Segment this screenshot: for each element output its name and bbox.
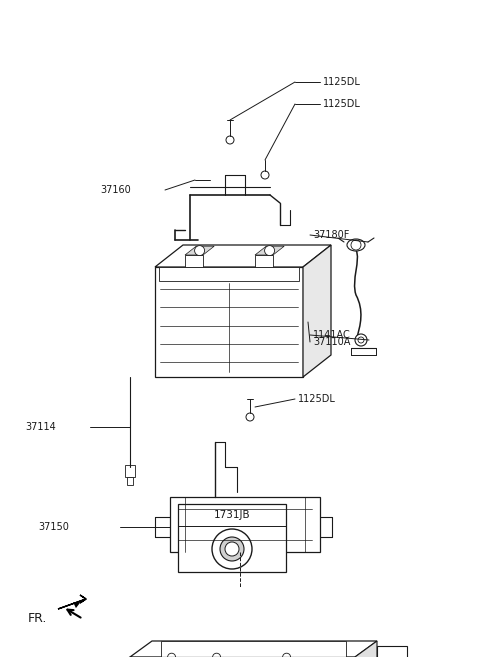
Circle shape (264, 246, 275, 256)
Polygon shape (355, 641, 377, 657)
Bar (159, 267, 299, 281)
Text: 1125DL: 1125DL (323, 99, 361, 109)
Polygon shape (130, 641, 377, 657)
Text: 37150: 37150 (38, 522, 69, 532)
Polygon shape (185, 246, 214, 255)
Polygon shape (255, 246, 284, 255)
Text: FR.: FR. (28, 612, 48, 625)
Polygon shape (58, 595, 86, 609)
Text: 37114: 37114 (25, 422, 56, 432)
Text: 37110A: 37110A (313, 337, 350, 347)
Bar (125, 465, 135, 477)
Circle shape (246, 413, 254, 421)
Circle shape (351, 240, 361, 250)
Bar (178, 504, 286, 572)
Circle shape (220, 537, 244, 561)
Circle shape (213, 653, 221, 657)
Text: 37180F: 37180F (313, 230, 349, 240)
Circle shape (355, 334, 367, 346)
Circle shape (194, 246, 204, 256)
Bar (155, 267, 303, 377)
Circle shape (168, 653, 176, 657)
Text: 37160: 37160 (100, 185, 131, 195)
Bar (170, 497, 320, 552)
Polygon shape (155, 245, 331, 267)
Circle shape (212, 529, 252, 569)
Circle shape (358, 337, 364, 343)
Text: 1731JB: 1731JB (214, 510, 250, 520)
Text: 1125DL: 1125DL (298, 394, 336, 404)
Circle shape (261, 171, 269, 179)
Polygon shape (303, 245, 331, 377)
Bar (127, 477, 133, 485)
Circle shape (225, 542, 239, 556)
Bar (161, 641, 346, 657)
Ellipse shape (347, 239, 365, 251)
Text: 1125DL: 1125DL (323, 77, 361, 87)
Polygon shape (377, 646, 407, 657)
Text: 1141AC: 1141AC (313, 330, 351, 340)
Circle shape (283, 653, 290, 657)
Bar (255, 255, 273, 267)
Bar (185, 255, 203, 267)
Circle shape (226, 136, 234, 144)
